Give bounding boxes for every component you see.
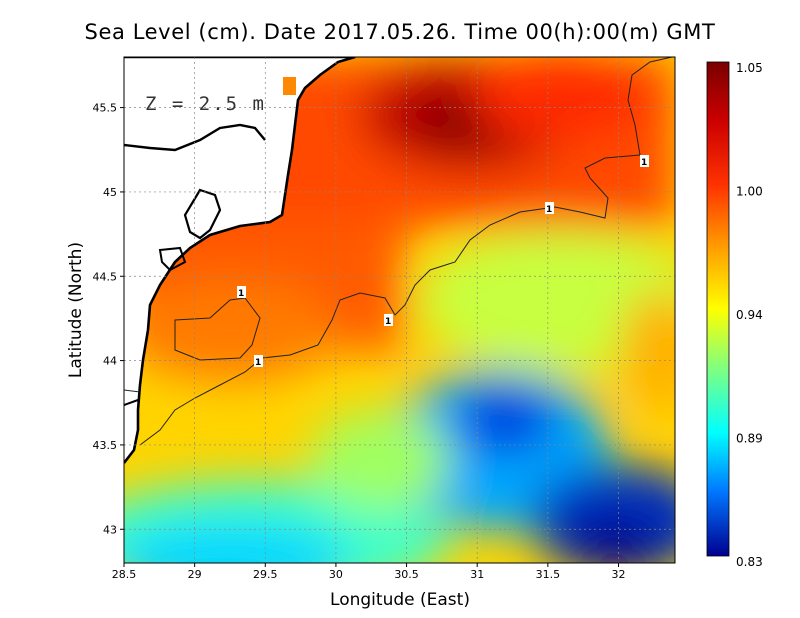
contour-labels: 1 1 1 1 1 [237,155,649,368]
colorbar-tick-label: 1.00 [736,185,763,199]
contour-label: 1 [385,317,391,327]
contour-label-box [384,314,393,326]
contour-line [139,57,673,446]
field-north-east [470,57,650,140]
contour-label-box [545,202,554,214]
colorbar [706,61,730,557]
depth-label: Z = 2.5 m [145,93,266,115]
y-tick-label: 45.5 [93,102,118,115]
contour-label-box [237,286,246,298]
x-tick-label: 30.5 [394,568,419,581]
y-tick-label: 44 [103,355,117,368]
contour-label-box [254,355,263,367]
x-tick-label: 29 [188,568,202,581]
contour-stub [124,389,141,393]
coast-cape [124,399,139,406]
field-south-west-low [124,520,350,563]
field-south-middle [310,410,450,510]
colorbar-tick-label: 0.83 [736,555,763,569]
x-tick-label: 31 [470,568,484,581]
contour-loop [174,297,261,361]
plot-frame [123,56,676,564]
x-axis-label: Longitude (East) [330,590,470,610]
field-mid-east [420,230,675,370]
y-tick-label: 44.5 [93,270,118,283]
colorbar-ticks: 1.05 1.00 0.94 0.89 0.83 [736,61,763,569]
sea-level-field [124,57,675,563]
y-axis-label: Latitude (North) [66,241,86,379]
coastline [124,57,356,464]
contour-label-box [640,155,649,167]
figure-title: Sea Level (cm). Date 2017.05.26. Time 00… [84,20,716,44]
y-axis-ticks: 43 43.5 44 44.5 45 45.5 [93,102,124,536]
x-tick-label: 31.5 [536,568,561,581]
x-axis-ticks: 28.5 29 29.5 30 30.5 31 31.5 32 [112,563,625,581]
x-tick-label: 30 [329,568,343,581]
x-tick-label: 32 [611,568,625,581]
coastal-cell [283,77,296,95]
field-east-edge [620,290,675,410]
lagoon-outline-small [158,246,187,272]
y-tick-label: 45 [103,186,117,199]
y-tick-label: 43.5 [93,439,118,452]
colorbar-tick-label: 0.89 [736,432,763,446]
colorbar-tick-label: 0.94 [736,308,763,322]
lagoon-outline [183,188,222,240]
danube-delta-shore [124,123,266,152]
field-min [565,515,665,563]
contour-label: 1 [238,289,244,299]
field-south-center-low [455,385,555,455]
grid-lines [124,57,675,563]
colorbar-tick-label: 1.05 [736,61,763,75]
x-tick-label: 28.5 [112,568,137,581]
land-area [124,57,355,463]
contour-label: 1 [641,158,647,168]
x-tick-label: 29.5 [253,568,278,581]
contour-label: 1 [255,358,261,368]
contour-label: 1 [546,205,552,215]
y-tick-label: 43 [103,523,117,536]
